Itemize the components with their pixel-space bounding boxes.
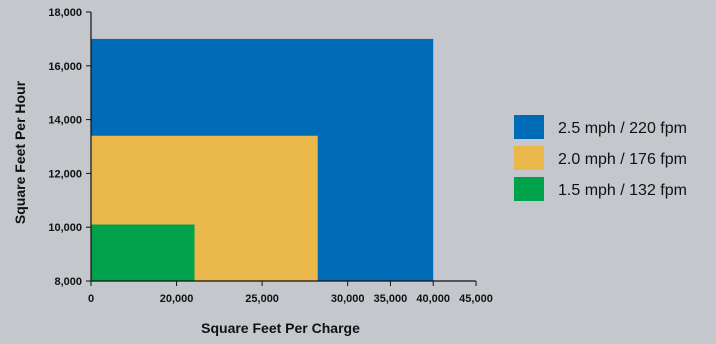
y-tick-label-5: 18,000 — [48, 7, 82, 19]
area-block-2 — [91, 224, 195, 281]
y-tick-label-4: 16,000 — [48, 61, 82, 73]
axes-layer — [90, 12, 476, 282]
bars-layer — [91, 38, 434, 282]
legend-label-0: 2.5 mph / 220 fpm — [558, 120, 687, 137]
y-tick-label-3: 14,000 — [48, 115, 82, 127]
ticks-layer: 8,000 10,000 12,000 14,000 16,000 18,000 0 20,0… — [48, 7, 492, 305]
y-axis-label: Square Feet Per Hour — [12, 80, 28, 224]
x-tick-label-0: 0 — [88, 293, 94, 305]
legend-swatch-0 — [514, 115, 544, 139]
y-tick-label-2: 12,000 — [48, 168, 82, 180]
legend-label-2: 1.5 mph / 132 fpm — [558, 182, 687, 199]
y-tick-label-0: 8,000 — [54, 276, 82, 288]
legend-label-1: 2.0 mph / 176 fpm — [558, 151, 687, 168]
x-tick-label-3: 30,000 — [331, 293, 365, 305]
x-tick-label-6: 45,000 — [459, 293, 493, 305]
legend-swatch-2 — [514, 177, 544, 201]
x-axis-label: Square Feet Per Charge — [201, 320, 360, 336]
x-tick-label-2: 25,000 — [245, 293, 279, 305]
legend-swatch-1 — [514, 146, 544, 170]
x-tick-label-5: 40,000 — [416, 293, 450, 305]
legend: 2.5 mph / 220 fpm 2.0 mph / 176 fpm 1.5 mp… — [514, 115, 687, 201]
y-tick-label-1: 10,000 — [48, 222, 82, 234]
x-tick-label-1: 20,000 — [160, 293, 194, 305]
x-tick-label-4: 35,000 — [374, 293, 408, 305]
